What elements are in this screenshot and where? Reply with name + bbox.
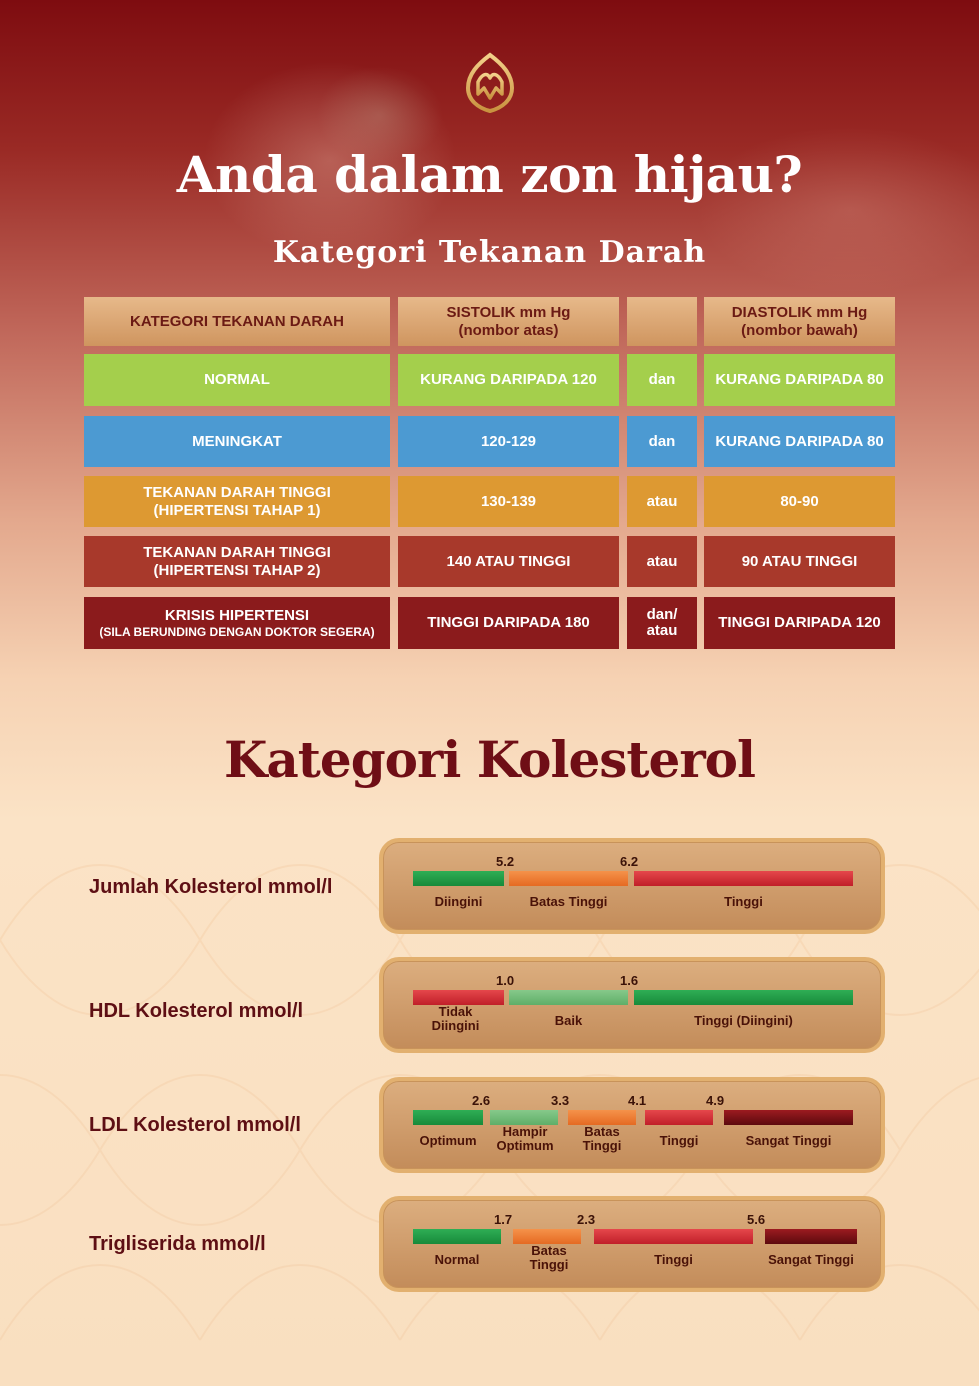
scale-zone-label: Hampir Optimum [496, 1124, 554, 1153]
page-title: Anda dalam zon hijau? [176, 145, 803, 204]
scale-segment-bar [509, 990, 628, 1005]
cholesterol-row-label: LDL Kolesterol mmol/l [89, 1114, 301, 1136]
scale-segment-bar [724, 1110, 853, 1125]
bp-systolic-cell: TINGGI DARIPADA 180 [398, 597, 619, 649]
bp-category-label: NORMAL [204, 371, 270, 388]
scale-segment-bar [765, 1229, 857, 1244]
bp-systolic-cell: 140 ATAU TINGGI [398, 536, 619, 587]
scale-segment-bar [594, 1229, 753, 1244]
bp-conj-cell: dan/ atau [627, 597, 697, 649]
bp-category-cell: KRISIS HIPERTENSI (SILA BERUNDING DENGAN … [84, 597, 390, 649]
bp-category-sublabel: (HIPERTENSI TAHAP 2) [153, 561, 321, 579]
scale-zone-label: Tinggi (Diingini) [694, 1013, 793, 1028]
scale-zone-label: Tidak Diingini [431, 1004, 480, 1033]
bp-diastolic-cell: KURANG DARIPADA 80 [704, 416, 895, 467]
cholesterol-section-title: Kategori Kolesterol [223, 730, 756, 789]
scale-zone-label: Sangat Tinggi [768, 1252, 854, 1267]
threshold-value: 5.6 [747, 1212, 766, 1227]
scale-zone-label: Normal [434, 1252, 480, 1267]
scale-zone-label: Tinggi [724, 894, 763, 909]
table-header-4: DIASTOLIK mm Hg (nombor bawah) [704, 297, 895, 346]
bp-category-cell: TEKANAN DARAH TINGGI (HIPERTENSI TAHAP 1) [84, 476, 390, 527]
scale-zone-label: Optimum [419, 1133, 477, 1148]
cholesterol-scale-panel [379, 1196, 885, 1292]
scale-segment-bar [490, 1110, 558, 1125]
threshold-value: 1.6 [620, 973, 639, 988]
cholesterol-row-label: HDL Kolesterol mmol/l [89, 1000, 304, 1022]
table-header-3 [627, 297, 697, 346]
scale-zone-label: Batas Tinggi [529, 894, 608, 909]
threshold-value: 1.0 [496, 973, 515, 988]
threshold-value: 1.7 [494, 1212, 513, 1227]
bp-systolic-cell: KURANG DARIPADA 120 [398, 354, 619, 406]
scale-segment-bar [413, 990, 504, 1005]
cholesterol-scale-panel [379, 838, 885, 934]
threshold-value: 2.6 [472, 1093, 491, 1108]
scale-segment-bar [413, 1110, 483, 1125]
table-header-1: KATEGORI TEKANAN DARAH [84, 297, 390, 346]
bp-conj-cell: dan [627, 354, 697, 406]
scale-zone-label: Tinggi [659, 1133, 699, 1148]
bp-category-sublabel: (HIPERTENSI TAHAP 1) [153, 501, 321, 519]
bp-diastolic-cell: 80-90 [704, 476, 895, 527]
bp-category-label: TEKANAN DARAH TINGGI [143, 543, 331, 561]
bp-systolic-cell: 130-139 [398, 476, 619, 527]
cholesterol-row-label: Jumlah Kolesterol mmol/l [89, 876, 333, 898]
threshold-value: 4.1 [628, 1093, 647, 1108]
cholesterol-scale-panel [379, 957, 885, 1053]
scale-segment-bar [509, 871, 628, 886]
scale-segment-bar [413, 871, 504, 886]
scale-zone-label: Tinggi [654, 1252, 693, 1267]
bp-category-sublabel: (SILA BERUNDING DENGAN DOKTOR SEGERA) [99, 624, 375, 639]
scale-segment-bar [413, 1229, 501, 1244]
bp-systolic-cell: 120-129 [398, 416, 619, 467]
table-header-2: SISTOLIK mm Hg (nombor atas) [398, 297, 619, 346]
cholesterol-row-label: Trigliserida mmol/l [89, 1233, 266, 1255]
bp-conj-cell: atau [627, 476, 697, 527]
bp-diastolic-cell: TINGGI DARIPADA 120 [704, 597, 895, 649]
bp-category-cell: TEKANAN DARAH TINGGI (HIPERTENSI TAHAP 2) [84, 536, 390, 587]
cholesterol-scale-panel [379, 1077, 885, 1173]
scale-segment-bar [513, 1229, 581, 1244]
threshold-value: 6.2 [620, 854, 639, 869]
bp-category-label: MENINGKAT [192, 432, 282, 450]
bp-category-cell: NORMAL [84, 354, 390, 406]
blood-pressure-section-title: Kategori Tekanan Darah [272, 235, 707, 270]
scale-segment-bar [634, 871, 853, 886]
scale-zone-label: Baik [554, 1013, 583, 1028]
scale-segment-bar [645, 1110, 713, 1125]
threshold-value: 3.3 [551, 1093, 570, 1108]
scale-zone-label: Batas Tinggi [529, 1243, 569, 1272]
scale-zone-label: Batas Tinggi [582, 1124, 622, 1153]
threshold-value: 4.9 [706, 1093, 725, 1108]
scale-zone-label: Diingini [434, 894, 483, 909]
bp-conj-cell: atau [627, 536, 697, 587]
bp-diastolic-cell: 90 ATAU TINGGI [704, 536, 895, 587]
bp-category-label: KRISIS HIPERTENSI [164, 606, 310, 624]
bp-conj-cell: dan [627, 416, 697, 467]
bp-category-cell: MENINGKAT [84, 416, 390, 467]
scale-zone-label: Sangat Tinggi [745, 1133, 832, 1148]
bp-diastolic-cell: KURANG DARIPADA 80 [704, 354, 895, 406]
threshold-value: 2.3 [577, 1212, 596, 1227]
scale-segment-bar [634, 990, 853, 1005]
bp-category-label: TEKANAN DARAH TINGGI [143, 483, 331, 501]
scale-segment-bar [568, 1110, 636, 1125]
gold-lotus-logo-icon [465, 52, 515, 114]
threshold-value: 5.2 [496, 854, 515, 869]
